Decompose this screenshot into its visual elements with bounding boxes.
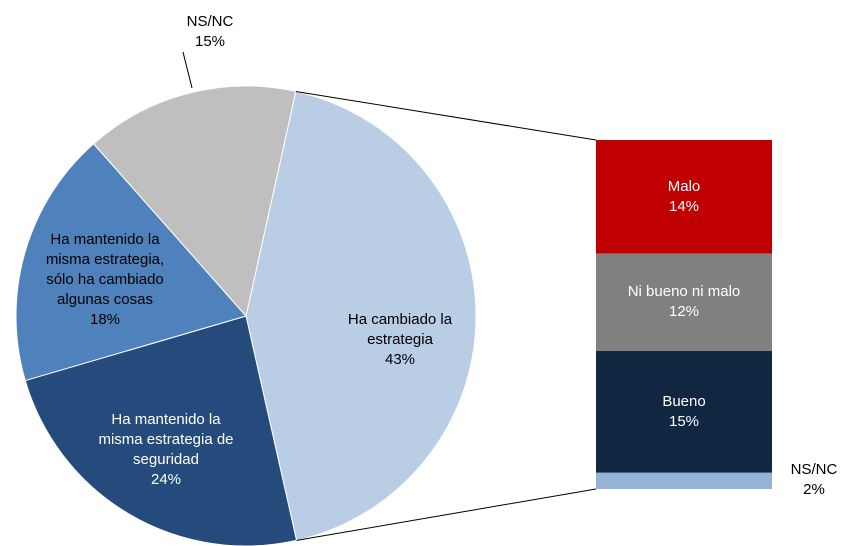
label-name: NS/NC [790,461,838,478]
data-label: Malo 14% [596,177,772,217]
data-label: Ha mantenido la misma estrategia, sólo h… [30,230,180,330]
label-name: NS/NC [186,13,234,30]
data-label: Bueno 15% [596,392,772,432]
bar-segment [596,253,772,352]
label-value: 43% [384,351,416,368]
label-value: 15% [194,33,226,50]
data-label: Ha cambiado la estrategia 43% [330,310,470,370]
data-label: NS/NC 15% [170,12,250,52]
label-name: Bueno [662,392,706,410]
label-value: 15% [668,412,700,430]
pie-slice [15,143,247,382]
label-name: Ha cambiado la estrategia [347,311,453,348]
label-value: 2% [803,481,825,498]
connector-line [295,90,597,141]
data-label: Ha mantenido la misma estrategia de segu… [91,410,241,490]
label-value: 18% [89,311,121,328]
connector-line [296,488,597,541]
pie-slice [245,90,477,541]
label-value: 12% [668,303,700,321]
label-name: Ha mantenido la misma estrategia, sólo h… [45,231,165,308]
bar-segment [596,351,772,473]
label-name: Malo [667,177,701,195]
label-value: 14% [668,197,700,215]
label-value: 24% [150,471,182,488]
label-name: Ha mantenido la misma estrategia de segu… [98,411,234,468]
leader-line [182,51,193,89]
data-label: NS/NC 2% [779,460,846,500]
label-name: Ni bueno ni malo [627,283,741,301]
bar-segment [596,472,772,489]
data-label: Ni bueno ni malo 12% [596,282,772,322]
pie-slice [92,85,297,318]
bar-segment [596,140,772,254]
